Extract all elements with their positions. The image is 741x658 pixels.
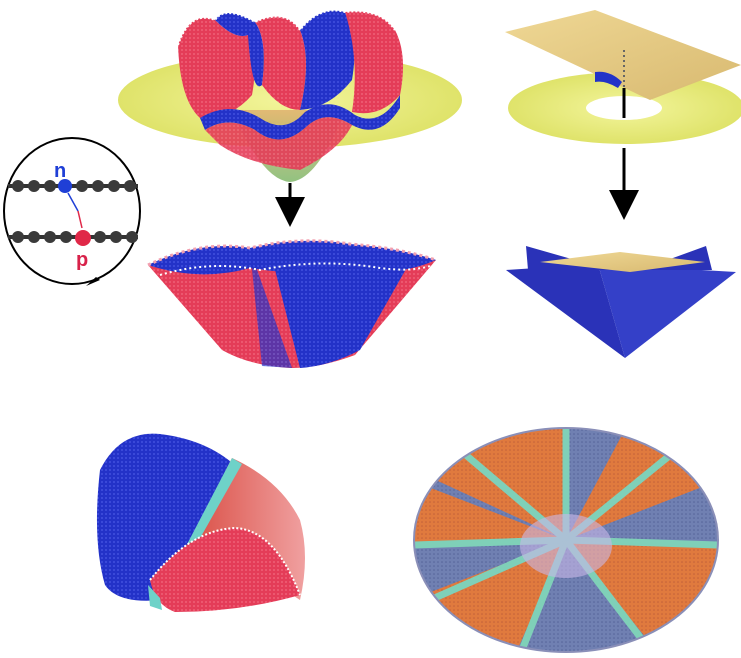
cone-top-rim: [148, 240, 436, 275]
petal-red-right: [345, 11, 404, 114]
n-atom: [58, 179, 72, 193]
cone-rim-edge: [159, 262, 431, 276]
cone-blue-stripe: [250, 250, 292, 368]
cone-rim-highlight: [147, 239, 437, 267]
cap-red-flap: [150, 528, 300, 612]
disk-center-patch: [520, 514, 612, 578]
np-inset: n p: [3, 137, 141, 286]
disk-outline: [413, 427, 719, 653]
cap-blue-face: [96, 433, 240, 601]
inner-cone: [205, 117, 352, 170]
sheet-blue-fold: [595, 71, 622, 88]
pyramid-right-face: [598, 264, 736, 358]
petal-red-left: [178, 17, 256, 119]
slit-sheet-panel: [505, 10, 741, 144]
cone-cap-panel: [96, 433, 305, 612]
wavy-cone-panel: [118, 9, 462, 182]
sector-orange-5: [414, 480, 566, 545]
p-atom: [75, 230, 91, 246]
cone-blue-wedge: [270, 246, 410, 368]
p-label: p: [76, 249, 88, 271]
bottom-atoms: [12, 231, 138, 243]
blue-pyramid-panel: [506, 246, 736, 358]
blue-red-cone-panel: [147, 239, 437, 368]
petal-red-center: [255, 16, 306, 110]
top-atoms: [12, 180, 136, 192]
inset-circle: [3, 137, 141, 285]
front-rim: [200, 95, 400, 140]
p-link: [77, 210, 83, 229]
cap-flap-edge: [149, 526, 301, 596]
n-to-p-link: [67, 192, 79, 212]
n-label: n: [54, 160, 66, 182]
cap-cyan-corner: [148, 585, 162, 610]
petal-blue-center: [300, 10, 355, 110]
petal-blue-left: [215, 12, 264, 87]
pyramid-tan-interior: [540, 252, 705, 272]
pyramid-left-face: [506, 264, 625, 358]
disclination-disk-panel: [413, 427, 719, 653]
inset-circle-arrow: [86, 277, 100, 286]
